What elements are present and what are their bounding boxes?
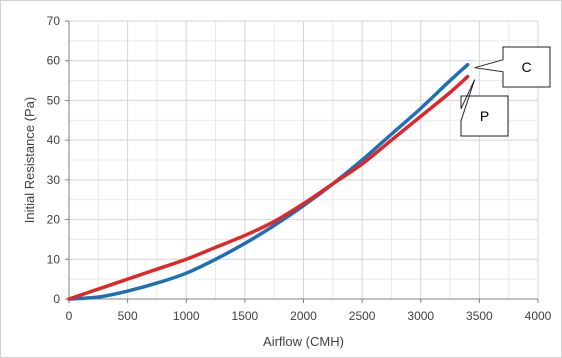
grid: [69, 20, 539, 299]
x-tick-labels: 0 500 1000 1500 2000 2500 3000 3500 4000: [66, 309, 552, 323]
x-tick-label: 4000: [525, 309, 552, 323]
x-tick-label: 2000: [290, 309, 317, 323]
callout-box-p: [460, 79, 509, 137]
x-tick-label: 1000: [173, 309, 200, 323]
callout-box-c: [474, 46, 551, 88]
callout-label-p: P: [480, 108, 489, 124]
y-tick-label: 60: [47, 54, 61, 68]
axes: [65, 20, 539, 303]
series-line-p: [67, 74, 470, 301]
y-tick-label: 40: [47, 133, 61, 147]
y-tick-label: 10: [47, 252, 61, 266]
y-tick-labels: 0 10 20 30 40 50 60 70: [47, 14, 61, 306]
series-lines: [67, 62, 470, 301]
x-tick-label: 500: [118, 309, 138, 323]
y-tick-label: 0: [53, 292, 60, 306]
x-tick-label: 1500: [232, 309, 259, 323]
x-tick-label: 2500: [349, 309, 376, 323]
callouts: CP: [460, 46, 551, 137]
series-line-c: [67, 62, 470, 301]
x-tick-label: 3500: [466, 309, 493, 323]
x-tick-label: 3000: [407, 309, 434, 323]
x-tick-label: 0: [66, 309, 73, 323]
y-tick-label: 70: [47, 14, 61, 28]
y-tick-label: 20: [47, 213, 61, 227]
y-tick-label: 30: [47, 173, 61, 187]
y-tick-label: 50: [47, 93, 61, 107]
y-axis-title: Initial Resistance (Pa): [22, 97, 37, 223]
callout-label-c: C: [521, 59, 531, 75]
x-axis-title: Airflow (CMH): [263, 334, 344, 349]
